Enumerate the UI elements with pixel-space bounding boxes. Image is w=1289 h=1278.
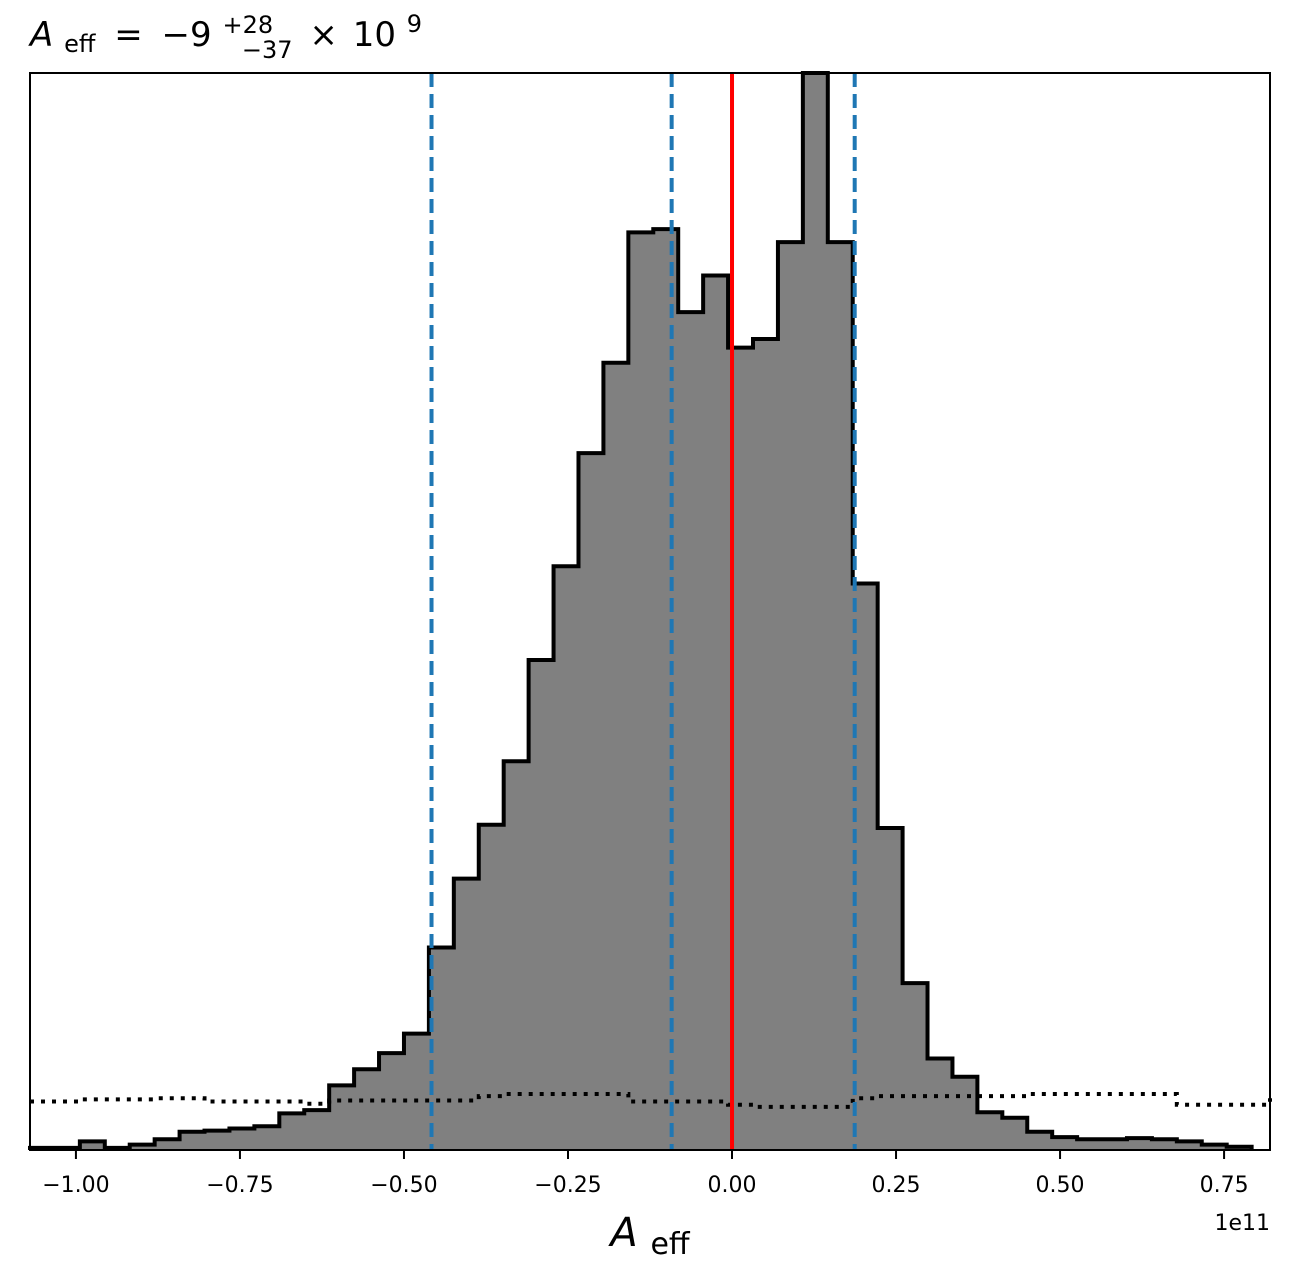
chart-title: A eff = −9 +28 −37 × 10 9 [28,2,422,67]
x-axis-label: A eff [607,1210,691,1262]
histogram-bar [1002,1117,1028,1150]
x-axis-ticks: −1.00 −0.75 −0.50 −0.25 0.00 0.25 0.50 0.75 [42,1150,1249,1198]
histogram-bar [827,242,854,1151]
histogram-bar [852,583,879,1150]
histogram-bar [628,232,654,1150]
histogram-bar [1201,1144,1228,1150]
histogram-bar [329,1085,355,1150]
title-exponent: 9 [407,10,422,38]
title-times: × [309,15,338,55]
histogram-bar [653,229,679,1151]
histogram-bar [877,827,904,1150]
title-base: 10 [353,15,396,55]
xlabel-subscript: eff [650,1227,690,1262]
title-lower-err: −37 [242,36,293,64]
title-upper-err: +28 [222,11,273,39]
histogram-bar [229,1128,255,1150]
histogram-bar [703,275,729,1150]
histogram-bar [79,1141,106,1150]
histogram-bar [578,453,604,1150]
x-tick-label: −0.25 [534,1173,601,1198]
x-tick-label: 0.75 [1200,1173,1249,1198]
histogram-bar [254,1126,280,1150]
x-offset-text: 1e11 [1214,1211,1270,1236]
histogram-bar [1027,1131,1053,1150]
histogram-bar [902,983,929,1150]
histogram-bar [478,824,505,1150]
histogram-bar [1126,1138,1153,1150]
histogram-bar [603,362,629,1150]
title-subscript: eff [64,30,96,58]
histogram-bar [304,1110,330,1150]
histogram-bar [777,242,804,1151]
histogram-bar [354,1069,380,1150]
histogram-bar [154,1139,181,1150]
x-tick-label: 0.00 [708,1173,757,1198]
histogram-bar [204,1130,230,1150]
histogram-outline [28,71,1254,1150]
x-tick-label: −0.50 [370,1173,437,1198]
histogram-bar [977,1112,1003,1150]
x-tick-label: −1.00 [42,1173,109,1198]
histogram-bar [1102,1139,1128,1150]
histogram-bar [952,1076,978,1150]
title-equals: = [114,15,143,55]
histogram-bar [802,73,829,1150]
histogram-bar [753,339,779,1150]
histogram-bar [503,761,530,1150]
histogram-bar [1077,1139,1103,1150]
histogram-bar [279,1113,305,1150]
xlabel-symbol: A [607,1210,637,1256]
histogram-bar [553,566,579,1150]
histogram-bar [528,659,555,1150]
prior-layer [30,1092,1272,1109]
title-symbol: A [28,15,53,55]
histogram-bar [927,1058,953,1150]
histogram-bar [1176,1141,1203,1150]
histogram-layer [28,71,1254,1151]
x-tick-label: 0.25 [872,1173,921,1198]
histogram-bar [179,1131,206,1150]
x-tick-label: 0.50 [1036,1173,1085,1198]
vline-layer [429,73,857,1150]
histogram-bar [1151,1139,1178,1150]
histogram-bar [678,312,704,1150]
title-value: −9 [162,15,212,55]
axes-frame [29,72,1271,1151]
histogram-bar [453,878,480,1150]
histogram-bar [129,1144,156,1150]
histogram-bar [403,1033,430,1150]
prior-line [30,1092,1272,1109]
x-tick-label: −0.75 [206,1173,273,1198]
histogram-bar [1052,1137,1078,1150]
